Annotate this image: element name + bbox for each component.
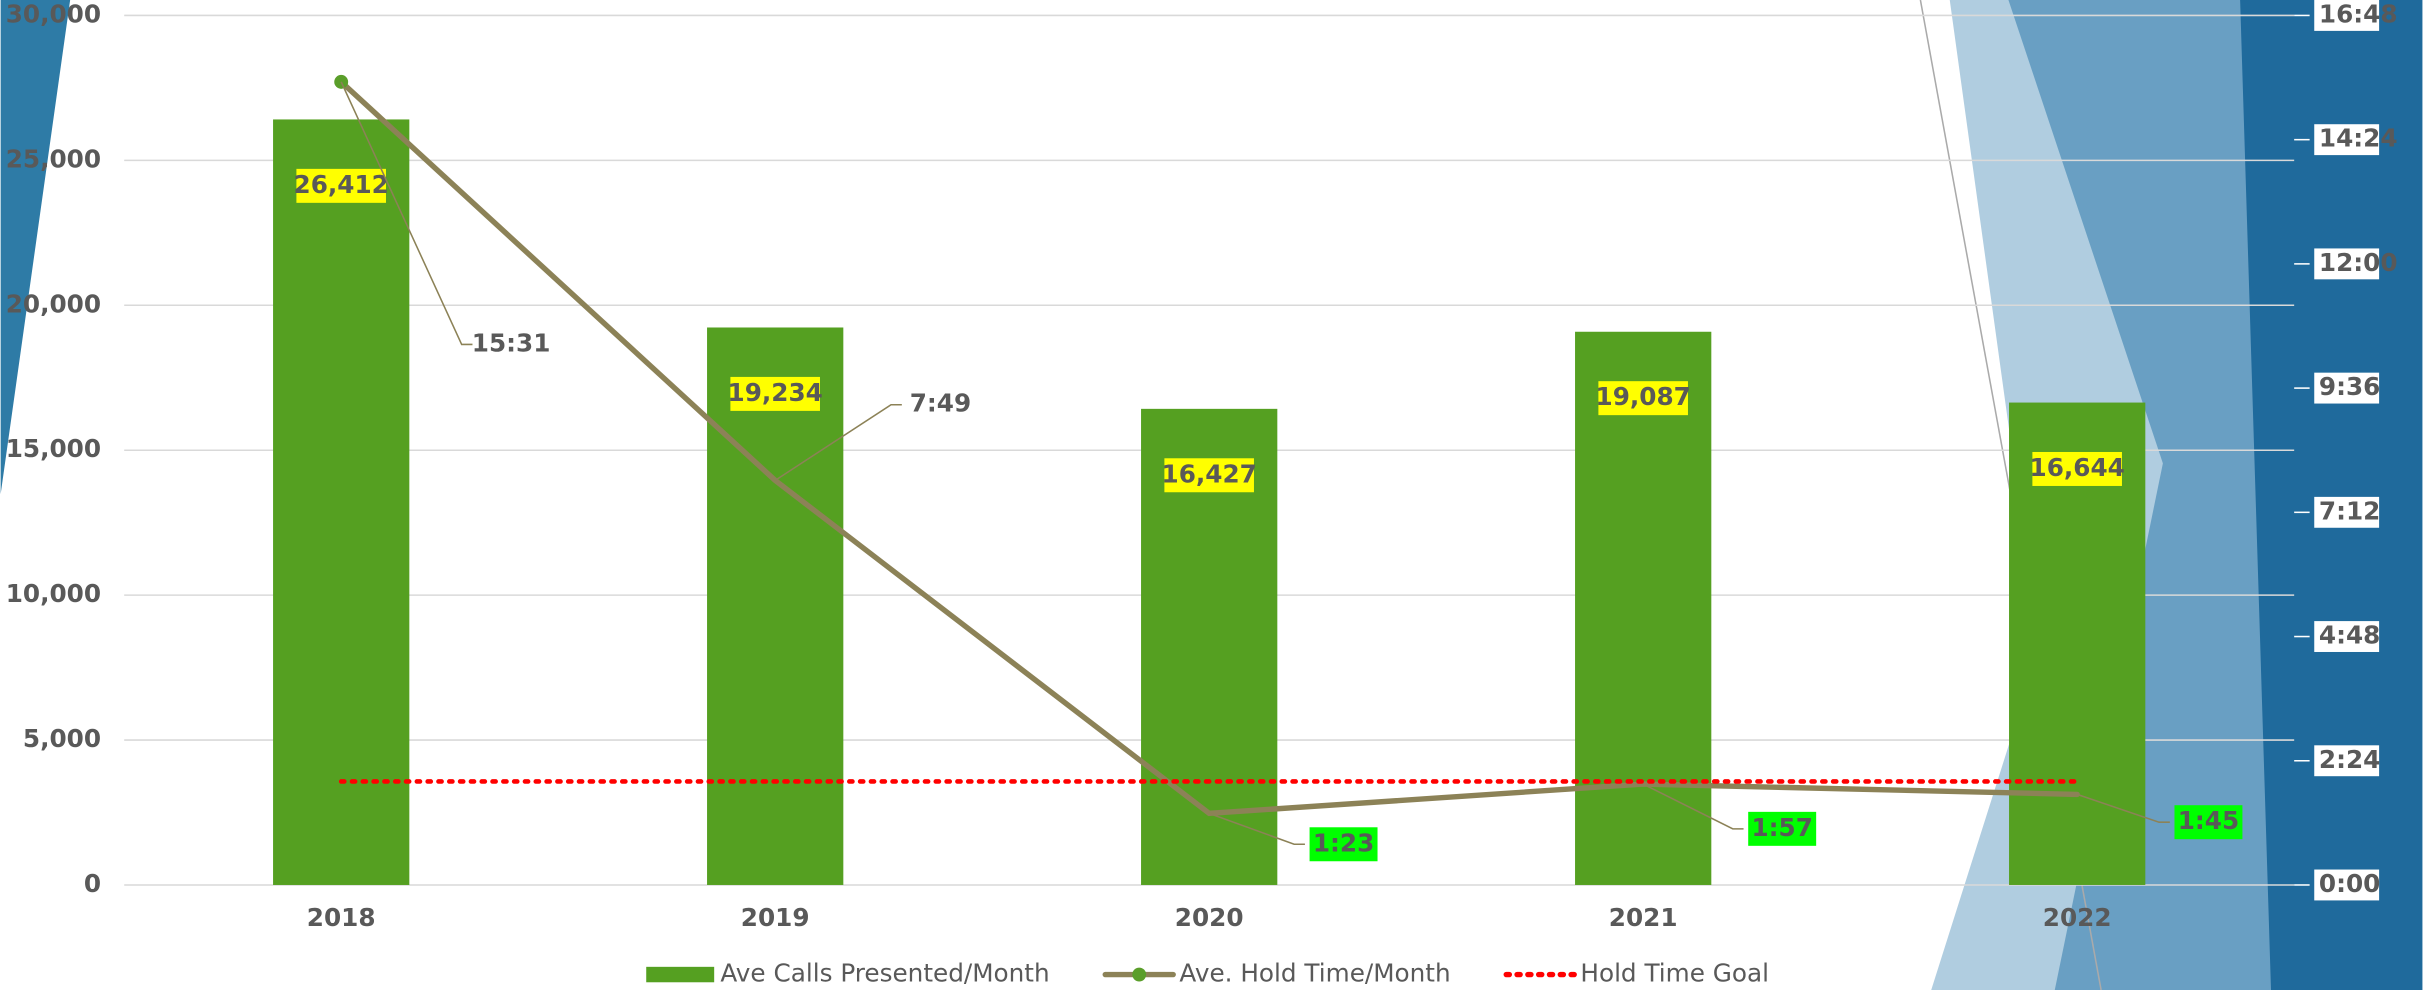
leader-line — [2076, 793, 2170, 823]
legend-item: Ave Calls Presented/Month — [646, 959, 1050, 988]
data-label-box — [2174, 805, 2243, 840]
data-label-box — [1598, 381, 1688, 416]
y2-tick-box — [2314, 869, 2380, 901]
y2-tick-box — [2314, 372, 2380, 404]
x-tick-label: 2018 — [307, 903, 376, 932]
y2-tick-label: 16:48 — [2319, 0, 2398, 28]
y2-tick-label: 9:36 — [2319, 372, 2380, 401]
y2-tick-label: 12:00 — [2319, 248, 2398, 277]
data-label: 16,644 — [2030, 453, 2125, 482]
data-label: 1:57 — [1751, 813, 1812, 842]
y-tick-label: 20,000 — [6, 289, 101, 318]
data-label-box — [1748, 811, 1817, 846]
data-label: 19,087 — [1596, 382, 1691, 411]
legend-label: Ave. Hold Time/Month — [1179, 959, 1450, 988]
bar — [707, 327, 844, 885]
y2-tick-box — [2314, 124, 2380, 156]
y2-tick-box — [2314, 0, 2380, 31]
legend-swatch — [646, 966, 715, 983]
data-label-box — [1309, 827, 1378, 862]
leader-line — [1642, 783, 1744, 830]
data-label: 1:23 — [1313, 828, 1374, 857]
y2-tick-label: 0:00 — [2319, 869, 2380, 898]
y2-tick-box — [2314, 745, 2380, 777]
data-label: 16,427 — [1162, 459, 1257, 488]
y2-tick-box — [2314, 248, 2380, 280]
y-tick-label: 0 — [84, 869, 101, 898]
legend-item: Ave. Hold Time/Month — [1102, 959, 1451, 988]
y-tick-label: 25,000 — [6, 144, 101, 173]
data-label: 1:45 — [2178, 806, 2239, 835]
x-tick-label: 2020 — [1175, 903, 1244, 932]
bar — [273, 119, 410, 885]
data-label-box — [730, 376, 820, 411]
x-tick-label: 2022 — [2043, 903, 2112, 932]
data-label-box — [296, 168, 386, 203]
y-tick-label: 15,000 — [6, 434, 101, 463]
legend-item: Hold Time Goal — [1503, 959, 1769, 988]
data-label: 26,412 — [294, 170, 389, 199]
leader-line — [1208, 812, 1305, 846]
y-tick-label: 10,000 — [6, 579, 101, 608]
data-label: 19,234 — [728, 378, 823, 407]
x-tick-label: 2021 — [1609, 903, 1678, 932]
data-label-box — [2032, 451, 2122, 486]
y2-tick-label: 4:48 — [2319, 621, 2380, 650]
y-tick-label: 5,000 — [23, 724, 101, 753]
y2-tick-box — [2314, 496, 2380, 528]
bar — [1575, 331, 1712, 885]
y2-tick-box — [2314, 621, 2380, 652]
y2-tick-label: 14:24 — [2319, 124, 2398, 153]
x-tick-label: 2019 — [741, 903, 810, 932]
data-label: 7:49 — [910, 389, 971, 418]
data-label: 15:31 — [472, 328, 551, 357]
leader-line — [774, 403, 902, 482]
legend-marker — [1132, 967, 1147, 982]
leader-line — [340, 81, 473, 346]
y2-tick-label: 7:12 — [2319, 496, 2380, 525]
y2-tick-label: 2:24 — [2319, 745, 2380, 774]
legend-label: Ave Calls Presented/Month — [720, 959, 1049, 988]
y-tick-label: 30,000 — [6, 0, 101, 28]
legend-label: Hold Time Goal — [1580, 959, 1769, 988]
data-label-box — [1164, 458, 1254, 493]
